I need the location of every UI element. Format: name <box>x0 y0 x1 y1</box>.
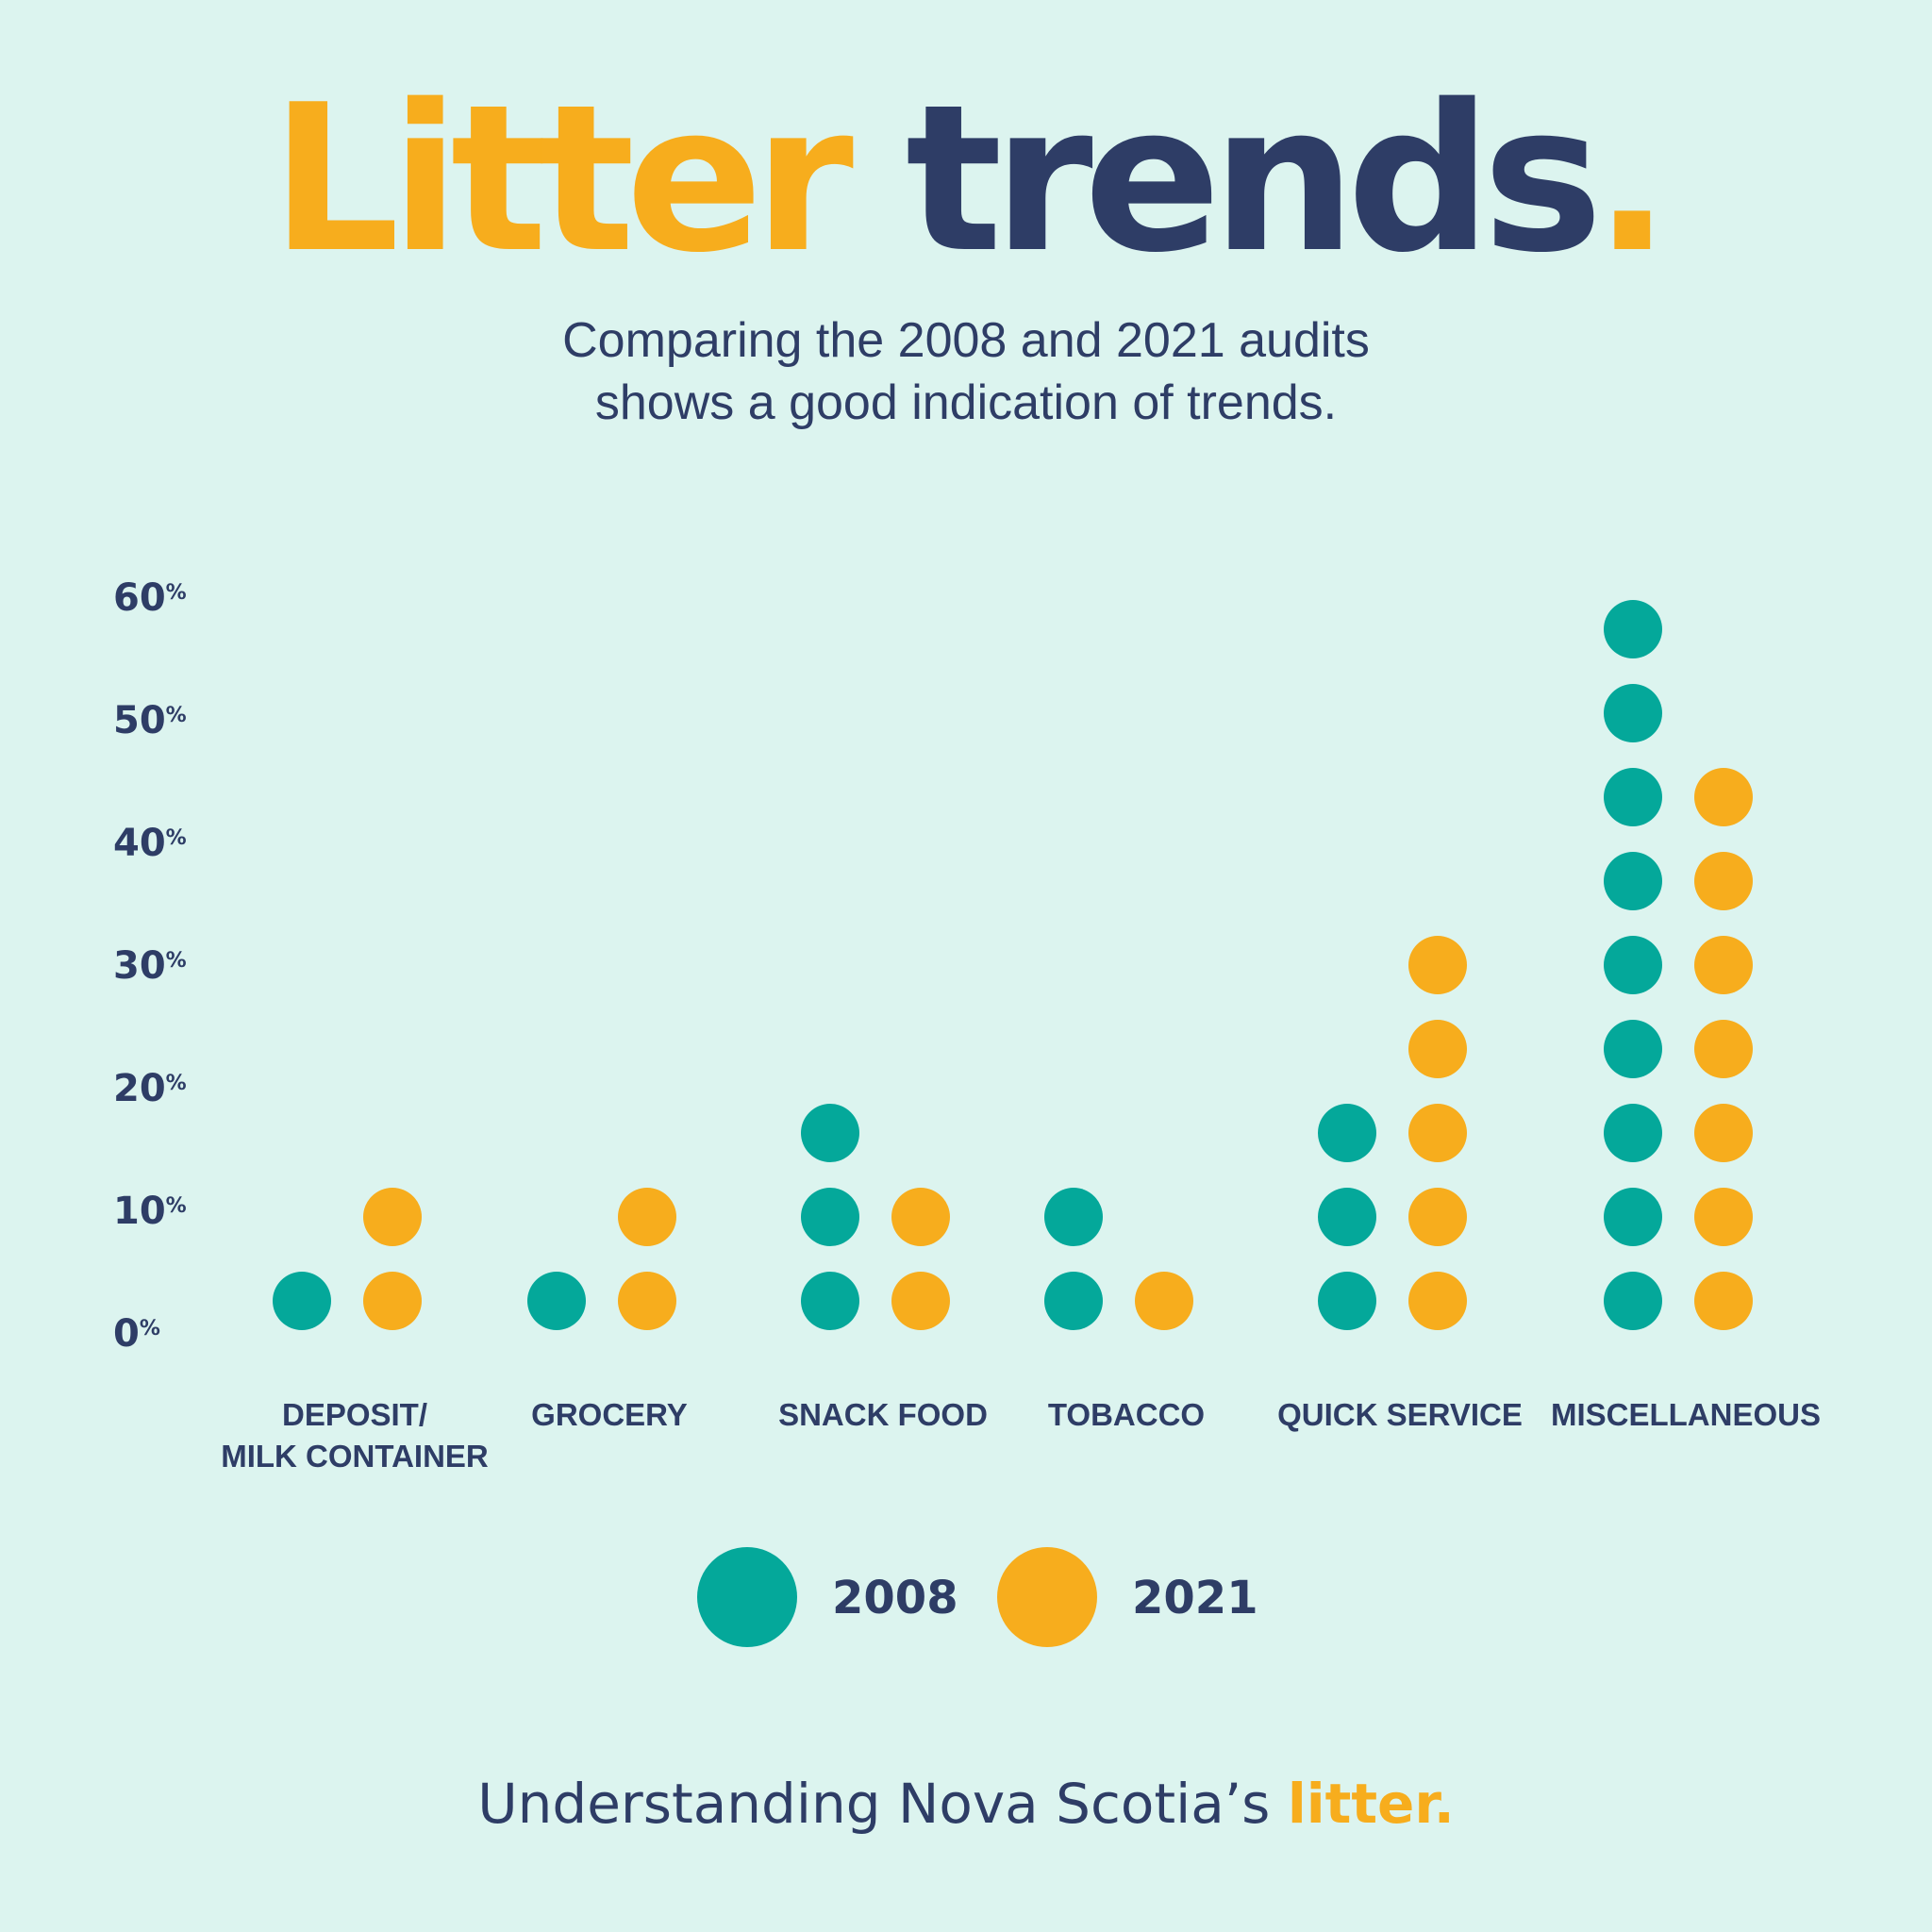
y-tick-label: 0% <box>113 1312 160 1356</box>
dot-2021-6-2 <box>1694 1188 1753 1246</box>
subtitle: Comparing the 2008 and 2021 audits shows… <box>211 309 1721 434</box>
chart-title: Litter trends. <box>0 71 1932 288</box>
subtitle-line-1: Comparing the 2008 and 2021 audits <box>562 313 1370 368</box>
dot-2008-6-9 <box>1604 600 1662 658</box>
dot-2008-5-1 <box>1318 1272 1376 1330</box>
dot-2008-3-3 <box>801 1104 859 1162</box>
dot-2021-6-3 <box>1694 1104 1753 1162</box>
y-tick-label: 30% <box>113 944 187 988</box>
dot-2021-6-1 <box>1694 1272 1753 1330</box>
dot-2008-5-2 <box>1318 1188 1376 1246</box>
dot-2021-1-1 <box>363 1272 422 1330</box>
dot-2008-6-8 <box>1604 684 1662 742</box>
legend: 2008 2021 <box>697 1547 1258 1647</box>
legend-swatch-2021 <box>997 1547 1097 1647</box>
dot-2008-2-1 <box>527 1272 586 1330</box>
dot-2008-6-6 <box>1604 852 1662 910</box>
dot-2021-2-1 <box>618 1272 676 1330</box>
y-tick-label: 50% <box>113 699 187 742</box>
dot-2008-1-1 <box>273 1272 331 1330</box>
footer-text: Understanding Nova Scotia’s <box>477 1772 1271 1836</box>
x-axis: DEPOSIT/MILK CONTAINER GROCERY SNACK FOOD T… <box>221 1397 1821 1474</box>
subtitle-line-2: shows a good indication of trends. <box>594 375 1338 430</box>
y-tick-label: 60% <box>113 576 187 620</box>
dot-2021-1-2 <box>363 1188 422 1246</box>
footer: Understanding Nova Scotia’s litter. <box>0 1772 1932 1836</box>
x-category-label: MILK CONTAINER <box>221 1439 489 1474</box>
dot-2021-5-3 <box>1408 1104 1467 1162</box>
dot-2008-3-1 <box>801 1272 859 1330</box>
legend-label-2021: 2021 <box>1132 1572 1258 1624</box>
dot-2021-3-1 <box>891 1272 950 1330</box>
x-category-label: MISCELLANEOUS <box>1551 1397 1821 1432</box>
dot-2021-6-4 <box>1694 1020 1753 1078</box>
title-word-trends: trends <box>905 60 1604 297</box>
dot-2008-5-3 <box>1318 1104 1376 1162</box>
dot-2008-4-2 <box>1044 1188 1103 1246</box>
dot-2008-6-3 <box>1604 1104 1662 1162</box>
dot-2008-6-4 <box>1604 1020 1662 1078</box>
dot-2021-3-2 <box>891 1188 950 1246</box>
dot-2021-6-7 <box>1694 768 1753 826</box>
dot-chart: 0% 10% 20% 30% 40% 50% 60% DEPOSIT/MILK CONTAI… <box>113 576 1821 1647</box>
dot-2008-3-2 <box>801 1188 859 1246</box>
y-axis: 0% 10% 20% 30% 40% 50% 60% <box>113 576 187 1356</box>
dot-2021-6-6 <box>1694 852 1753 910</box>
dot-2021-4-1 <box>1135 1272 1193 1330</box>
legend-swatch-2008 <box>697 1547 797 1647</box>
x-category-label: DEPOSIT/ <box>282 1397 427 1432</box>
dot-2008-6-1 <box>1604 1272 1662 1330</box>
footer-accent: litter. <box>1287 1772 1455 1836</box>
x-category-label: QUICK SERVICE <box>1277 1397 1523 1432</box>
x-category-label: SNACK FOOD <box>778 1397 988 1432</box>
dot-2008-4-1 <box>1044 1272 1103 1330</box>
title-period: . <box>1593 60 1671 297</box>
y-tick-label: 40% <box>113 822 187 865</box>
dot-2021-6-5 <box>1694 936 1753 994</box>
x-category-label: TOBACCO <box>1048 1397 1205 1432</box>
y-tick-label: 20% <box>113 1067 187 1110</box>
dot-2021-5-4 <box>1408 1020 1467 1078</box>
dot-2021-5-5 <box>1408 936 1467 994</box>
y-tick-label: 10% <box>113 1190 187 1233</box>
dot-2008-6-7 <box>1604 768 1662 826</box>
dot-2021-2-2 <box>618 1188 676 1246</box>
title-word-litter: Litter <box>270 60 854 297</box>
chart-dots <box>273 600 1753 1330</box>
dot-2008-6-2 <box>1604 1188 1662 1246</box>
x-category-label: GROCERY <box>531 1397 688 1432</box>
legend-label-2008: 2008 <box>832 1572 958 1624</box>
dot-2021-5-1 <box>1408 1272 1467 1330</box>
dot-2021-5-2 <box>1408 1188 1467 1246</box>
dot-2008-6-5 <box>1604 936 1662 994</box>
